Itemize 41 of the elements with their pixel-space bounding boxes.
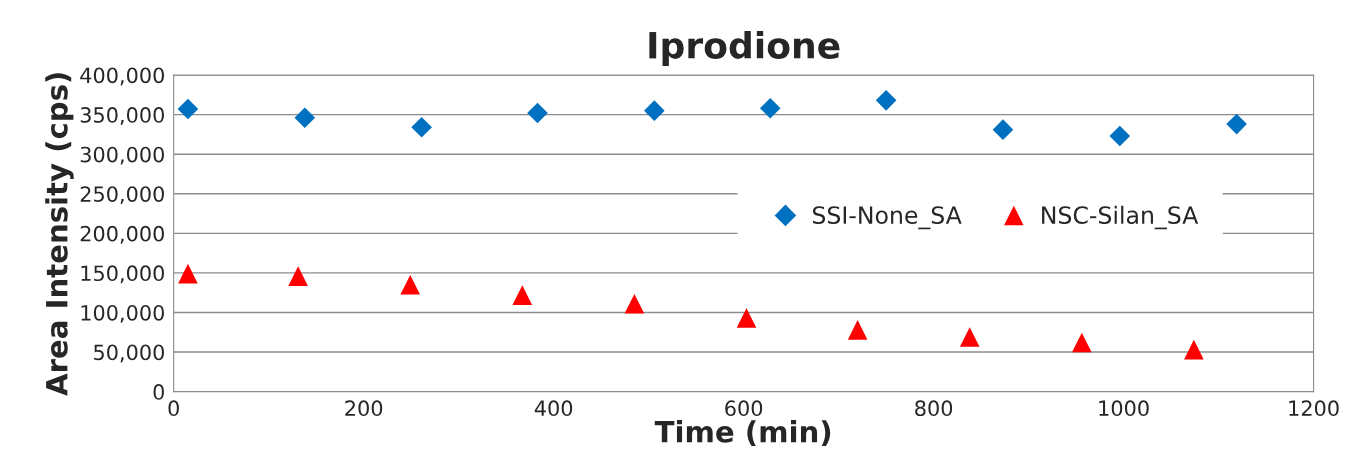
x-tick-label: 600 xyxy=(725,400,763,417)
point xyxy=(177,98,199,120)
point xyxy=(400,274,421,295)
y-tick-label: 250,000 xyxy=(80,186,164,205)
point xyxy=(288,266,308,286)
point xyxy=(1071,332,1092,353)
legend-label: SSI-None_SA xyxy=(812,206,962,230)
x-tick-label: 400 xyxy=(534,400,573,417)
point xyxy=(512,285,533,305)
point xyxy=(178,263,198,284)
point xyxy=(1184,339,1204,360)
y-tick-label: 100,000 xyxy=(81,304,164,323)
x-tick-label: 800 xyxy=(915,400,953,417)
chart-title: Iprodione xyxy=(649,30,840,66)
point xyxy=(294,107,316,129)
y-tick-label: 150,000 xyxy=(81,265,164,284)
point xyxy=(959,327,980,347)
point xyxy=(736,308,757,328)
x-tick-label: 1200 xyxy=(1289,400,1339,417)
y-tick-label: 50,000 xyxy=(94,344,164,363)
point xyxy=(624,293,645,314)
x-tick-label: 200 xyxy=(345,400,383,417)
y-tick-label: 200,000 xyxy=(80,225,164,244)
y-tick-label: 350,000 xyxy=(80,107,164,125)
y-tick-label: 300,000 xyxy=(80,146,164,165)
point xyxy=(875,90,897,111)
point xyxy=(847,320,868,340)
x-axis-title: Time (min) xyxy=(654,420,831,447)
legend-label: NSC-Silan_SA xyxy=(1042,205,1199,230)
y-axis-title: Area Intensity (cps) xyxy=(45,73,74,396)
point xyxy=(411,116,432,138)
point xyxy=(644,100,665,121)
y-tick-label: 400,000 xyxy=(80,67,164,86)
point xyxy=(992,119,1014,140)
point xyxy=(1226,113,1247,135)
x-tick-label: 0 xyxy=(168,400,179,417)
point xyxy=(759,97,781,119)
point xyxy=(527,102,548,124)
point xyxy=(1109,125,1131,147)
x-tick-label: 1000 xyxy=(1099,400,1149,417)
y-tick-label: 0 xyxy=(153,384,164,400)
